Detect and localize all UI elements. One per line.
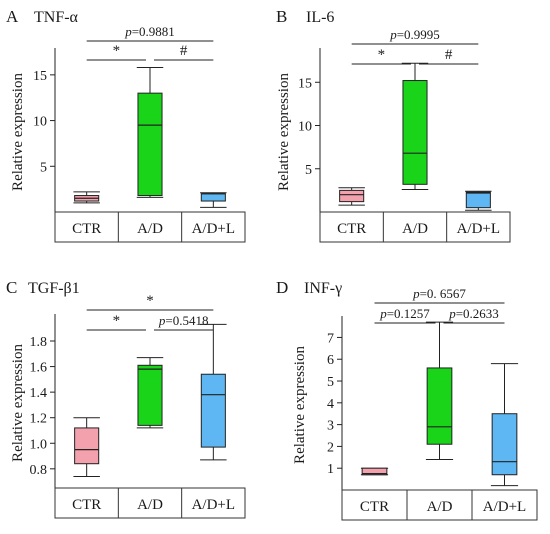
category-table [341, 489, 538, 521]
box-iqr [200, 373, 226, 448]
box-ctr [360, 467, 389, 476]
y-tick-label: 1.8 [30, 335, 48, 350]
panel-title: IL-6 [306, 9, 334, 26]
y-tick-label: 10 [33, 115, 47, 130]
box-iqr [402, 80, 428, 185]
box-a-d [136, 67, 164, 198]
panel-title: INF-γ [304, 280, 342, 297]
significance-label: * [113, 43, 121, 59]
y-tick-label: 2 [327, 440, 334, 455]
x-category-label: A/D [137, 497, 163, 513]
y-tick-label: 1 [327, 462, 334, 477]
x-category-label: A/D [427, 499, 453, 515]
x-category-label: CTR [72, 221, 101, 237]
significance-label: p=0.2633 [448, 306, 499, 321]
x-category-label: CTR [72, 497, 101, 513]
box-iqr [465, 191, 491, 209]
y-tick-label: 1.4 [30, 386, 48, 401]
category-table [54, 487, 246, 519]
y-tick-label: 1.2 [30, 412, 48, 427]
significance-label: * [146, 293, 154, 309]
y-tick-label: 1.0 [30, 437, 48, 452]
x-category-label: A/D+L [483, 499, 526, 515]
significance-label: * [378, 47, 386, 63]
box-a-d [401, 62, 429, 191]
y-tick-label: 10 [298, 120, 312, 135]
panel-letter: B [276, 7, 287, 26]
y-tick-label: 5 [40, 160, 47, 175]
category-table [54, 211, 246, 243]
panel-title: TNF-α [34, 9, 79, 26]
significance-label: p=0.5418 [158, 313, 209, 328]
y-tick-label: 3 [327, 419, 334, 434]
panel-b: B IL-6 Relative expression 5 10 15 CTR A/D A/D+L… [276, 7, 511, 243]
y-tick-label: 15 [298, 76, 312, 91]
box-iqr [200, 193, 226, 202]
significance-label: p=0.9881 [124, 24, 175, 39]
significance-label: p=0.1257 [379, 306, 430, 321]
x-category-label: A/D+L [457, 221, 500, 237]
y-tick-label: 15 [33, 69, 47, 84]
box-iqr [137, 92, 163, 197]
x-category-label: CTR [360, 499, 389, 515]
y-tick-label: 0.8 [30, 463, 48, 478]
box-a-d-l [465, 190, 492, 211]
category-table [319, 211, 511, 243]
significance-label: p=0. 6567 [412, 286, 466, 301]
box-iqr [361, 467, 388, 476]
box-iqr [426, 367, 453, 445]
significance-label: # [445, 47, 453, 63]
x-category-label: A/D+L [192, 497, 235, 513]
significance-label: # [180, 43, 188, 59]
box-iqr [339, 189, 365, 203]
panel-title: TGF-β1 [28, 280, 80, 297]
box-iqr [491, 413, 518, 476]
y-tick-label: 6 [327, 353, 334, 368]
y-tick-label: 1.6 [30, 361, 48, 376]
x-category-label: A/D [137, 221, 163, 237]
panel-letter: A [6, 7, 19, 26]
significance-label: p=0.9995 [389, 27, 440, 42]
box-ctr [338, 187, 365, 206]
y-tick-label: 5 [327, 375, 334, 390]
box-a-d [136, 357, 164, 429]
y-axis-label: Relative expression [276, 73, 292, 191]
panel-d: D INF-γ Relative expression 1 2 3 4 5 6 7 CTR A/D A/… [276, 278, 538, 521]
box-a-d-l [490, 363, 519, 487]
y-tick-label: 5 [305, 163, 312, 178]
box-ctr [73, 191, 100, 204]
box-iqr [137, 364, 163, 426]
panel-letter: C [6, 278, 17, 297]
x-category-label: CTR [337, 221, 366, 237]
box-a-d-l [200, 192, 227, 208]
y-axis-label: Relative expression [292, 346, 308, 464]
y-tick-label: 4 [327, 397, 334, 412]
significance-label: * [113, 313, 121, 329]
box-a-d [425, 321, 454, 460]
panel-a: A TNF-α Relative expression 5 10 15 CTR A/D A/D+… [6, 7, 246, 243]
box-ctr [73, 417, 100, 477]
panel-c: C TGF-β1 Relative expression 0.8 1.0 1.2 1.4 1.… [6, 278, 246, 519]
box-a-d-l [200, 323, 227, 461]
panel-letter: D [276, 278, 288, 297]
y-axis-label: Relative expression [10, 344, 26, 462]
box-iqr [74, 427, 100, 465]
y-tick-label: 7 [327, 331, 334, 346]
x-category-label: A/D [402, 221, 428, 237]
x-category-label: A/D+L [192, 221, 235, 237]
y-axis-label: Relative expression [10, 73, 26, 191]
